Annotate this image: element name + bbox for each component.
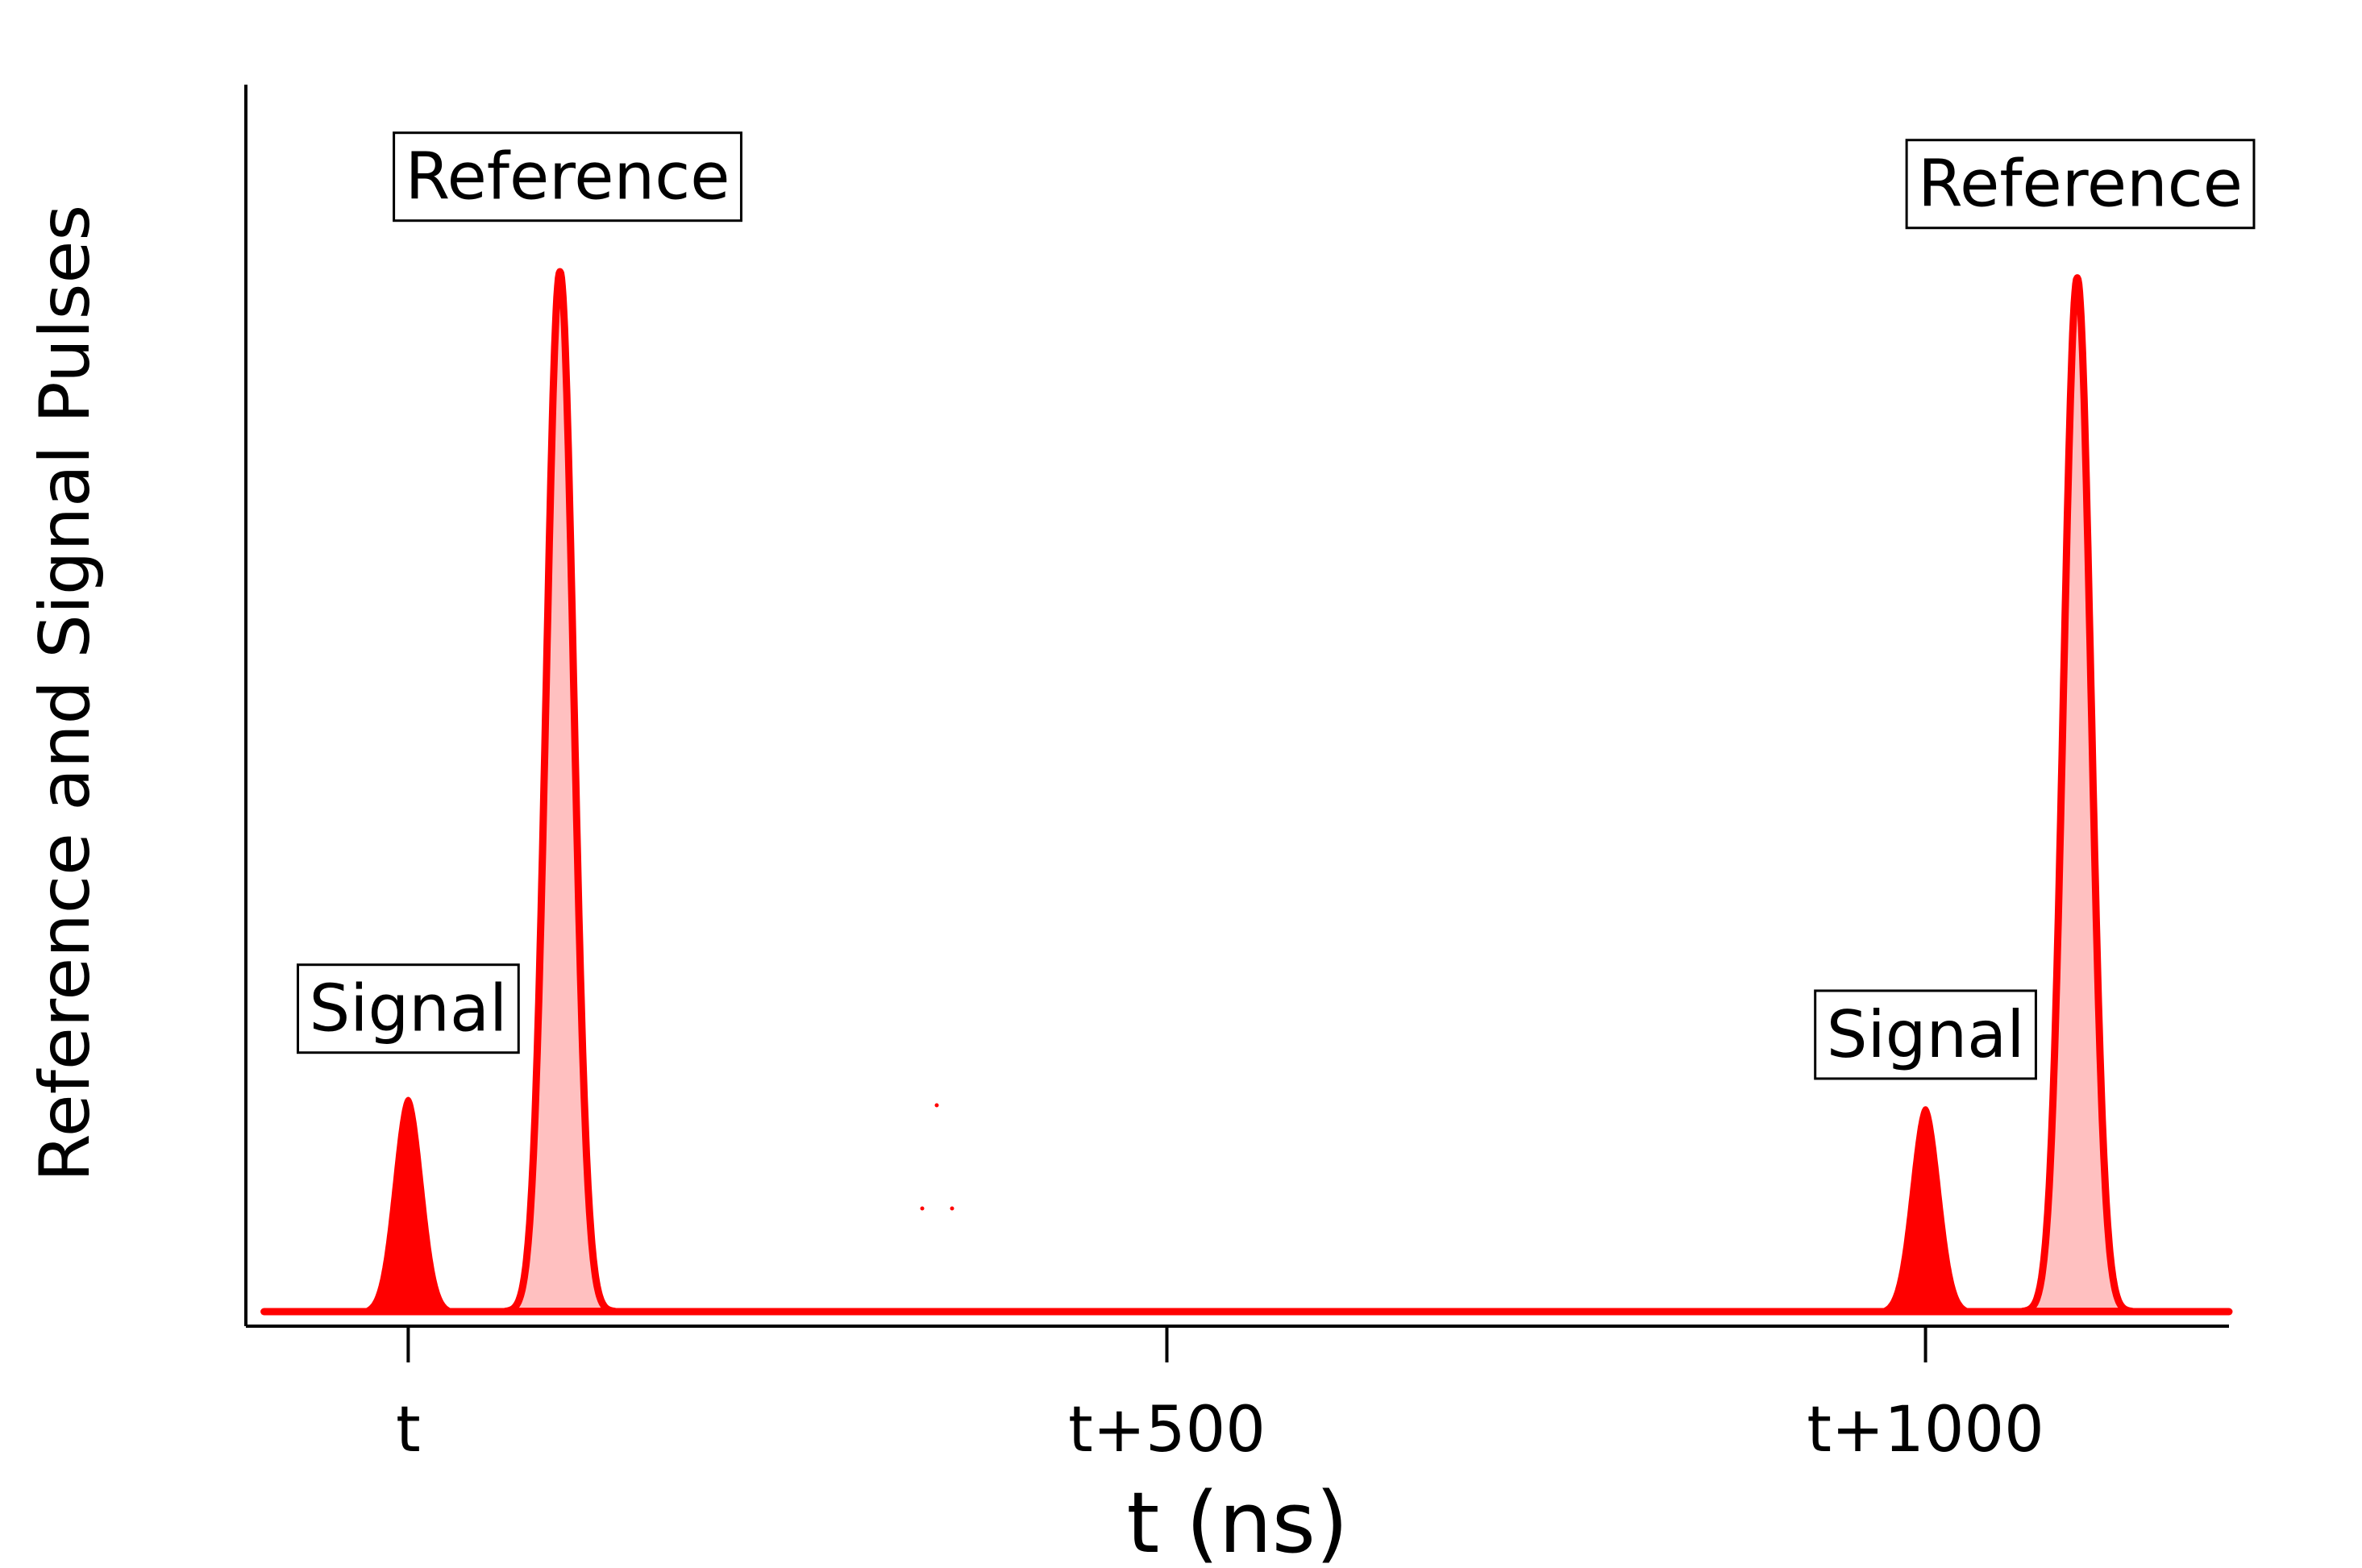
stray-marker-1 [934, 1103, 939, 1108]
reference-pulse-2 [2019, 274, 2135, 1316]
annotation-label: Signal [1827, 997, 2025, 1072]
x-tick-label: t+1000 [1807, 1394, 2044, 1466]
annotation-label: Signal [310, 971, 508, 1046]
reference-pulse-1 [501, 268, 618, 1316]
plot-area [260, 268, 2233, 1316]
signal-pulse-1 [351, 1096, 465, 1313]
stray-marker-3 [950, 1206, 954, 1211]
annotation-label: Reference [405, 139, 730, 214]
x-ticks: t t+500 t+1000 [396, 1326, 2044, 1466]
reference-annotation: Reference [393, 131, 742, 223]
reference-annotation: Reference [1905, 139, 2256, 230]
signal-annotation: Signal [297, 963, 520, 1054]
annotation-box [1814, 989, 2037, 1080]
x-tick-label: t+500 [1068, 1394, 1266, 1466]
annotations: Reference Signal Reference Signal [297, 131, 2256, 1080]
y-axis-label: Reference and Signal Pulses [25, 205, 106, 1182]
annotation-box [297, 963, 520, 1054]
signal-annotation: Signal [1814, 989, 2037, 1080]
x-axis-label: t (ns) [1126, 1474, 1348, 1568]
x-tick-label: t [396, 1394, 421, 1466]
stray-marker-2 [920, 1206, 925, 1211]
annotation-label: Reference [1918, 147, 2243, 222]
signal-pulse-2 [1869, 1106, 1982, 1313]
annotation-box [393, 131, 742, 223]
annotation-box [1905, 139, 2256, 230]
